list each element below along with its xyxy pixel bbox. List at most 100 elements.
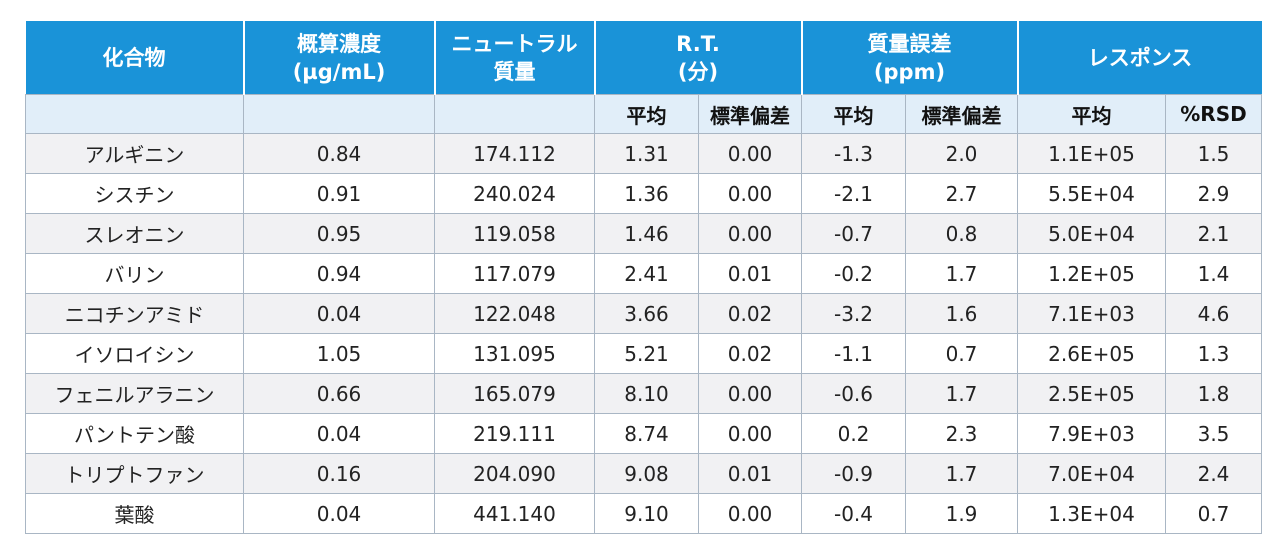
cell-mass-error-mean: 0.2	[801, 413, 906, 454]
table-row: アルギニン 0.84 174.112 1.31 0.00 -1.3 2.0 1.…	[25, 133, 1262, 174]
cell-concentration: 0.04	[243, 413, 435, 454]
cell-neutral-mass: 174.112	[434, 133, 595, 174]
table-row: ニコチンアミド 0.04 122.048 3.66 0.02 -3.2 1.6 …	[25, 293, 1262, 334]
subheader-row: 平均 標準偏差 平均 標準偏差 平均 %RSD	[25, 94, 1262, 134]
cell-mass-error-mean: -0.9	[801, 453, 906, 494]
cell-response-mean: 1.1E+05	[1017, 133, 1166, 174]
cell-mass-error-sd: 0.8	[905, 213, 1018, 254]
table-row: 葉酸 0.04 441.140 9.10 0.00 -0.4 1.9 1.3E+…	[25, 493, 1262, 534]
col-header-response-label: レスポンス	[1087, 45, 1193, 70]
cell-compound: 葉酸	[25, 493, 244, 534]
cell-concentration: 0.95	[243, 213, 435, 254]
cell-concentration: 0.94	[243, 253, 435, 294]
cell-mass-error-mean: -0.2	[801, 253, 906, 294]
cell-response-rsd: 1.3	[1165, 333, 1262, 374]
subheader-blank-compound	[25, 94, 244, 134]
cell-compound: スレオニン	[25, 213, 244, 254]
col-header-compound-label: 化合物	[102, 45, 166, 70]
subheader-mass-error-mean: 平均	[801, 94, 906, 134]
table-row: シスチン 0.91 240.024 1.36 0.00 -2.1 2.7 5.5…	[25, 173, 1262, 214]
table-row: パントテン酸 0.04 219.111 8.74 0.00 0.2 2.3 7.…	[25, 413, 1262, 454]
cell-mass-error-sd: 2.3	[905, 413, 1018, 454]
cell-response-rsd: 2.9	[1165, 173, 1262, 214]
cell-mass-error-sd: 2.0	[905, 133, 1018, 174]
cell-rt-sd: 0.00	[698, 133, 802, 174]
cell-neutral-mass: 122.048	[434, 293, 595, 334]
cell-mass-error-mean: -0.4	[801, 493, 906, 534]
cell-concentration: 1.05	[243, 333, 435, 374]
col-header-neutral-mass-line1: ニュートラル	[451, 31, 578, 56]
subheader-rt-mean: 平均	[594, 94, 699, 134]
cell-mass-error-sd: 1.7	[905, 453, 1018, 494]
cell-response-mean: 2.5E+05	[1017, 373, 1166, 414]
cell-response-mean: 7.1E+03	[1017, 293, 1166, 334]
cell-response-rsd: 2.4	[1165, 453, 1262, 494]
cell-rt-mean: 5.21	[594, 333, 699, 374]
cell-concentration: 0.91	[243, 173, 435, 214]
cell-response-mean: 1.2E+05	[1017, 253, 1166, 294]
col-header-mass-error-line1: 質量誤差	[867, 31, 952, 56]
table-row: スレオニン 0.95 119.058 1.46 0.00 -0.7 0.8 5.…	[25, 213, 1262, 254]
cell-rt-sd: 0.02	[698, 333, 802, 374]
cell-rt-mean: 8.74	[594, 413, 699, 454]
col-header-concentration-line1: 概算濃度	[297, 31, 381, 56]
col-header-concentration: 概算濃度 (µg/mL)	[243, 21, 436, 95]
cell-compound: アルギニン	[25, 133, 244, 174]
cell-neutral-mass: 204.090	[434, 453, 595, 494]
cell-response-mean: 5.5E+04	[1017, 173, 1166, 214]
subheader-blank-concentration	[243, 94, 435, 134]
subheader-response-mean: 平均	[1017, 94, 1166, 134]
cell-response-rsd: 4.6	[1165, 293, 1262, 334]
results-table-container: 化合物 概算濃度 (µg/mL) ニュートラル 質量 R.T. (分) 質量誤差…	[25, 21, 1262, 534]
results-table: 化合物 概算濃度 (µg/mL) ニュートラル 質量 R.T. (分) 質量誤差…	[25, 21, 1262, 534]
cell-rt-sd: 0.00	[698, 213, 802, 254]
cell-rt-mean: 2.41	[594, 253, 699, 294]
cell-response-mean: 1.3E+04	[1017, 493, 1166, 534]
col-header-mass-error: 質量誤差 (ppm)	[801, 21, 1019, 95]
cell-mass-error-sd: 1.7	[905, 253, 1018, 294]
cell-mass-error-mean: -0.6	[801, 373, 906, 414]
table-row: フェニルアラニン 0.66 165.079 8.10 0.00 -0.6 1.7…	[25, 373, 1262, 414]
cell-rt-sd: 0.02	[698, 293, 802, 334]
cell-response-rsd: 1.8	[1165, 373, 1262, 414]
col-header-response: レスポンス	[1017, 21, 1262, 95]
cell-mass-error-sd: 1.9	[905, 493, 1018, 534]
subheader-mass-error-sd: 標準偏差	[905, 94, 1018, 134]
cell-compound: フェニルアラニン	[25, 373, 244, 414]
cell-rt-sd: 0.01	[698, 453, 802, 494]
cell-response-rsd: 3.5	[1165, 413, 1262, 454]
table-row: イソロイシン 1.05 131.095 5.21 0.02 -1.1 0.7 2…	[25, 333, 1262, 374]
cell-compound: パントテン酸	[25, 413, 244, 454]
col-header-neutral-mass: ニュートラル 質量	[434, 21, 596, 95]
cell-rt-sd: 0.01	[698, 253, 802, 294]
cell-response-mean: 7.0E+04	[1017, 453, 1166, 494]
col-header-concentration-line2: (µg/mL)	[292, 59, 386, 84]
cell-compound: バリン	[25, 253, 244, 294]
header-row: 化合物 概算濃度 (µg/mL) ニュートラル 質量 R.T. (分) 質量誤差…	[25, 21, 1262, 95]
col-header-compound: 化合物	[25, 21, 245, 95]
cell-rt-mean: 1.36	[594, 173, 699, 214]
cell-rt-sd: 0.00	[698, 413, 802, 454]
cell-mass-error-mean: -3.2	[801, 293, 906, 334]
cell-neutral-mass: 131.095	[434, 333, 595, 374]
cell-response-rsd: 0.7	[1165, 493, 1262, 534]
cell-mass-error-sd: 1.6	[905, 293, 1018, 334]
cell-compound: トリプトファン	[25, 453, 244, 494]
subheader-rt-sd: 標準偏差	[698, 94, 802, 134]
cell-mass-error-mean: -1.1	[801, 333, 906, 374]
table-row: トリプトファン 0.16 204.090 9.08 0.01 -0.9 1.7 …	[25, 453, 1262, 494]
cell-response-rsd: 1.4	[1165, 253, 1262, 294]
cell-neutral-mass: 441.140	[434, 493, 595, 534]
cell-mass-error-mean: -1.3	[801, 133, 906, 174]
cell-rt-mean: 1.46	[594, 213, 699, 254]
cell-concentration: 0.04	[243, 493, 435, 534]
cell-concentration: 0.66	[243, 373, 435, 414]
subheader-blank-neutral-mass	[434, 94, 595, 134]
cell-neutral-mass: 240.024	[434, 173, 595, 214]
cell-rt-mean: 3.66	[594, 293, 699, 334]
cell-mass-error-sd: 0.7	[905, 333, 1018, 374]
cell-concentration: 0.16	[243, 453, 435, 494]
cell-compound: シスチン	[25, 173, 244, 214]
cell-response-mean: 5.0E+04	[1017, 213, 1166, 254]
col-header-rt-line1: R.T.	[676, 31, 720, 56]
